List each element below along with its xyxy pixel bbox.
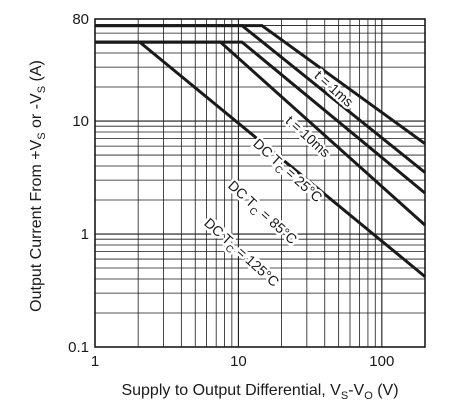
- y-tick-label: 0.1: [68, 339, 89, 356]
- x-tick-label: 100: [369, 353, 394, 370]
- plot-frame: [94, 18, 426, 348]
- series-line-1: [95, 24, 426, 174]
- x-tick-label: 1: [91, 353, 99, 370]
- y-tick-label: 80: [72, 11, 89, 28]
- series-line-4: [95, 40, 426, 278]
- y-axis-label: Output Current From +VS or -VS (A): [28, 60, 48, 312]
- y-tick-label: 1: [81, 226, 89, 243]
- y-tick-label: 10: [72, 113, 89, 130]
- series-lines: [95, 24, 427, 278]
- grid-lines: [95, 19, 425, 347]
- x-axis-label: Supply to Output Differential, VS-VO (V): [121, 382, 398, 402]
- x-tick-label: 10: [230, 353, 247, 370]
